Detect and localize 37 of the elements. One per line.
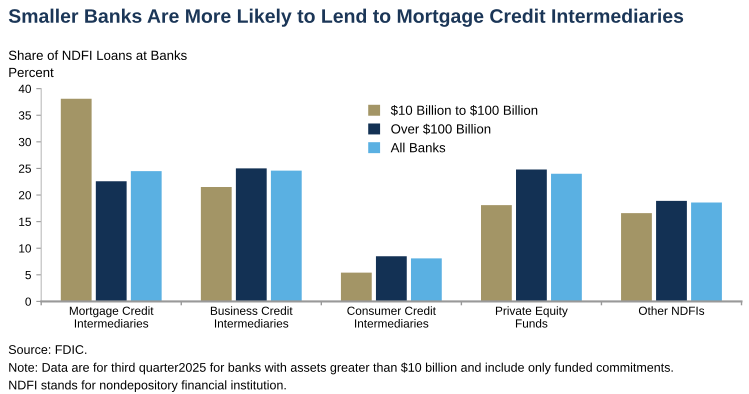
legend-label: $10 Billion to $100 Billion: [390, 105, 538, 116]
y-tick-label: 5: [25, 270, 31, 280]
x-tick-label: Business Credit Intermediaries: [210, 306, 293, 328]
text: NDFI stands for nondepository financial institution.: [9, 380, 286, 392]
y-tick-label: 30: [18, 138, 32, 146]
bar: [480, 205, 512, 302]
x-tick-label: Other NDFIs: [638, 306, 704, 315]
x-tick-label: Private Equity Funds: [496, 306, 568, 328]
bar: [270, 170, 302, 302]
y-tick-label: 40: [18, 84, 32, 94]
bar: [200, 187, 232, 302]
x-tick-label: Consumer Credit Intermediaries: [347, 306, 436, 328]
bar: [621, 213, 652, 302]
legend-label: All Banks: [390, 142, 446, 152]
bar: [656, 200, 687, 302]
bar: [410, 258, 442, 302]
bar: [96, 181, 127, 302]
x-tick-label: Mortgage Credit Intermediaries: [70, 306, 154, 328]
y-tick-label: 35: [18, 111, 31, 120]
legend-label: Over $100 Billion: [391, 124, 490, 134]
y-tick-label: 15: [19, 218, 31, 226]
source-note: Source: FDIC.: [8, 345, 86, 354]
bar: [551, 174, 582, 302]
y-tick-label: 20: [18, 191, 32, 200]
bar: [340, 272, 372, 302]
y-tick-label: 25: [18, 164, 31, 173]
bar: [691, 202, 722, 302]
bar: [60, 98, 92, 302]
text: Note: Data are for third quarter2025 for banks with assets greater than $10 billion and include only funded commitments.: [9, 362, 673, 374]
chart-title: Smaller Banks Are More Likely to Lend to Mortgage Credit Intermediaries: [8, 8, 684, 27]
y-tick-label: 10: [19, 244, 32, 253]
bar: [376, 256, 407, 302]
bar: [130, 171, 162, 302]
y-tick-label: 0: [25, 297, 32, 306]
y-axis-title: Share of NDFI Loans at Banks Percent: [8, 50, 187, 78]
bar: [516, 170, 547, 302]
bar: [236, 168, 267, 302]
